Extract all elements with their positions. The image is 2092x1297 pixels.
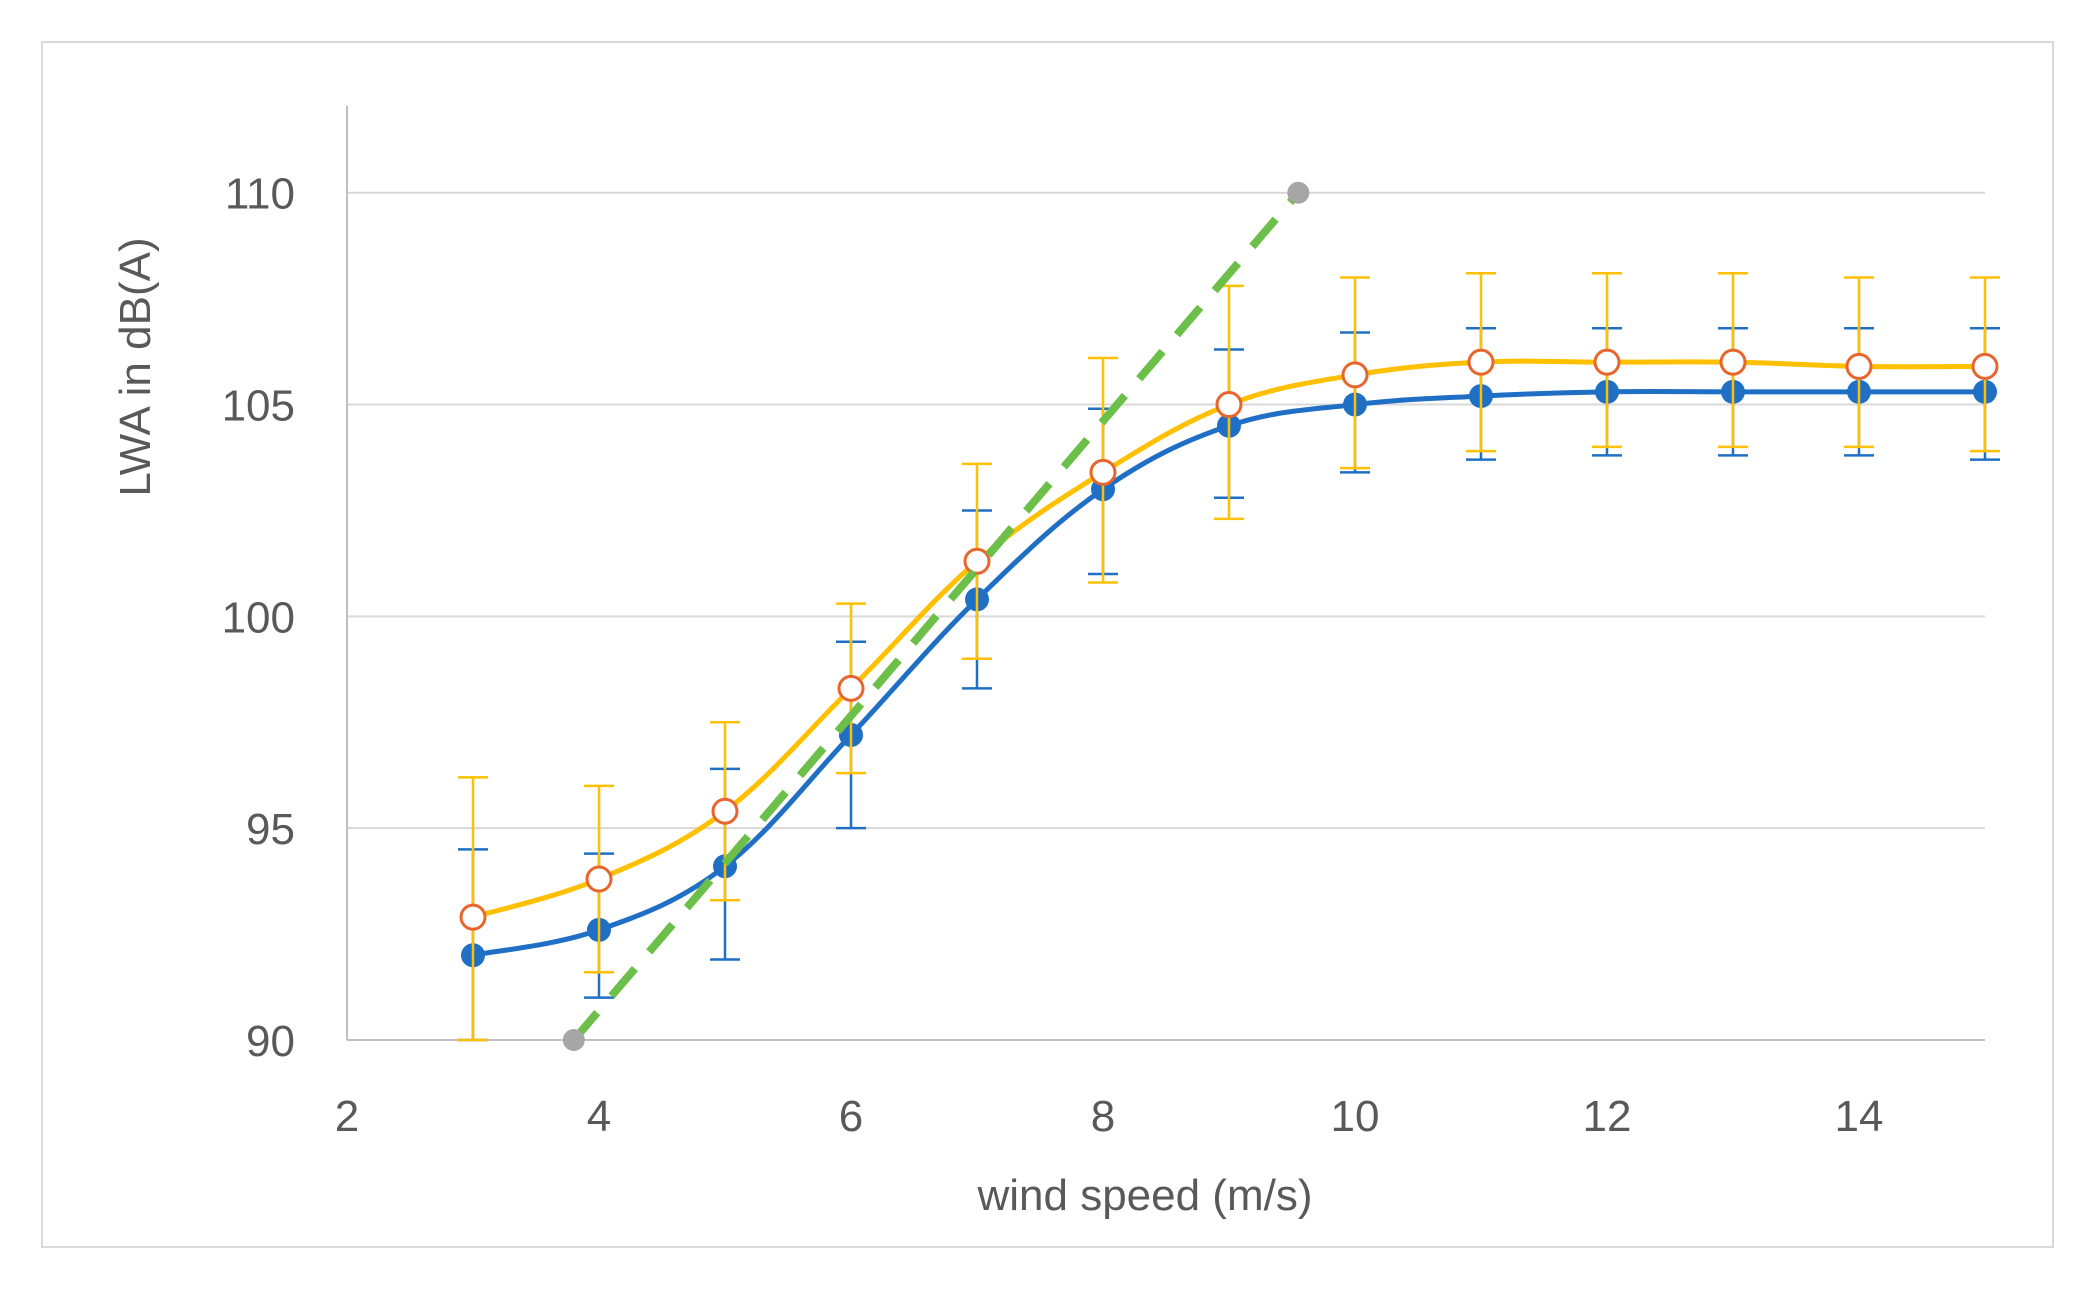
gridlines [347,191,1985,830]
data-point [1089,458,1117,486]
data-point [1215,391,1243,419]
data-point [837,674,865,702]
data-point [1341,361,1369,389]
data-point [963,547,991,575]
chart-frame [41,41,2054,1248]
trend-endpoint-2 [1287,181,1310,204]
y-axis-title: LWA in dB(A) [111,237,160,496]
x-tick-label-4: 4 [587,1092,611,1141]
x-tick-label-14: 14 [1835,1092,1884,1141]
x-axis-title: wind speed (m/s) [976,1171,1312,1220]
data-point [1719,348,1747,376]
x-tick-label-10: 10 [1331,1092,1380,1141]
data-point [1467,348,1495,376]
y-tick-label-95: 95 [246,805,295,854]
series [458,181,2000,1051]
data-point [585,865,613,893]
x-tick-label-2: 2 [335,1092,359,1141]
tick-labels: 2 4 6 8 10 12 14 90 95 100 105 110 [222,170,1884,1141]
x-tick-label-6: 6 [839,1092,863,1141]
y-tick-label-110: 110 [225,170,295,219]
y-tick-label-105: 105 [222,382,295,431]
axes [346,106,1985,1041]
series-3 [562,181,1310,1051]
data-point [1845,352,1873,380]
x-tick-label-12: 12 [1583,1092,1632,1141]
x-tick-label-8: 8 [1091,1092,1115,1141]
series-2 [458,271,2000,1042]
y-tick-label-90: 90 [246,1017,295,1066]
data-point [711,797,739,825]
y-tick-label-100: 100 [222,593,295,642]
data-point [1593,348,1621,376]
data-point [459,903,487,931]
data-point [1971,352,1999,380]
dashed-trend-line [570,190,1302,1043]
trend-endpoint-1 [562,1029,585,1051]
